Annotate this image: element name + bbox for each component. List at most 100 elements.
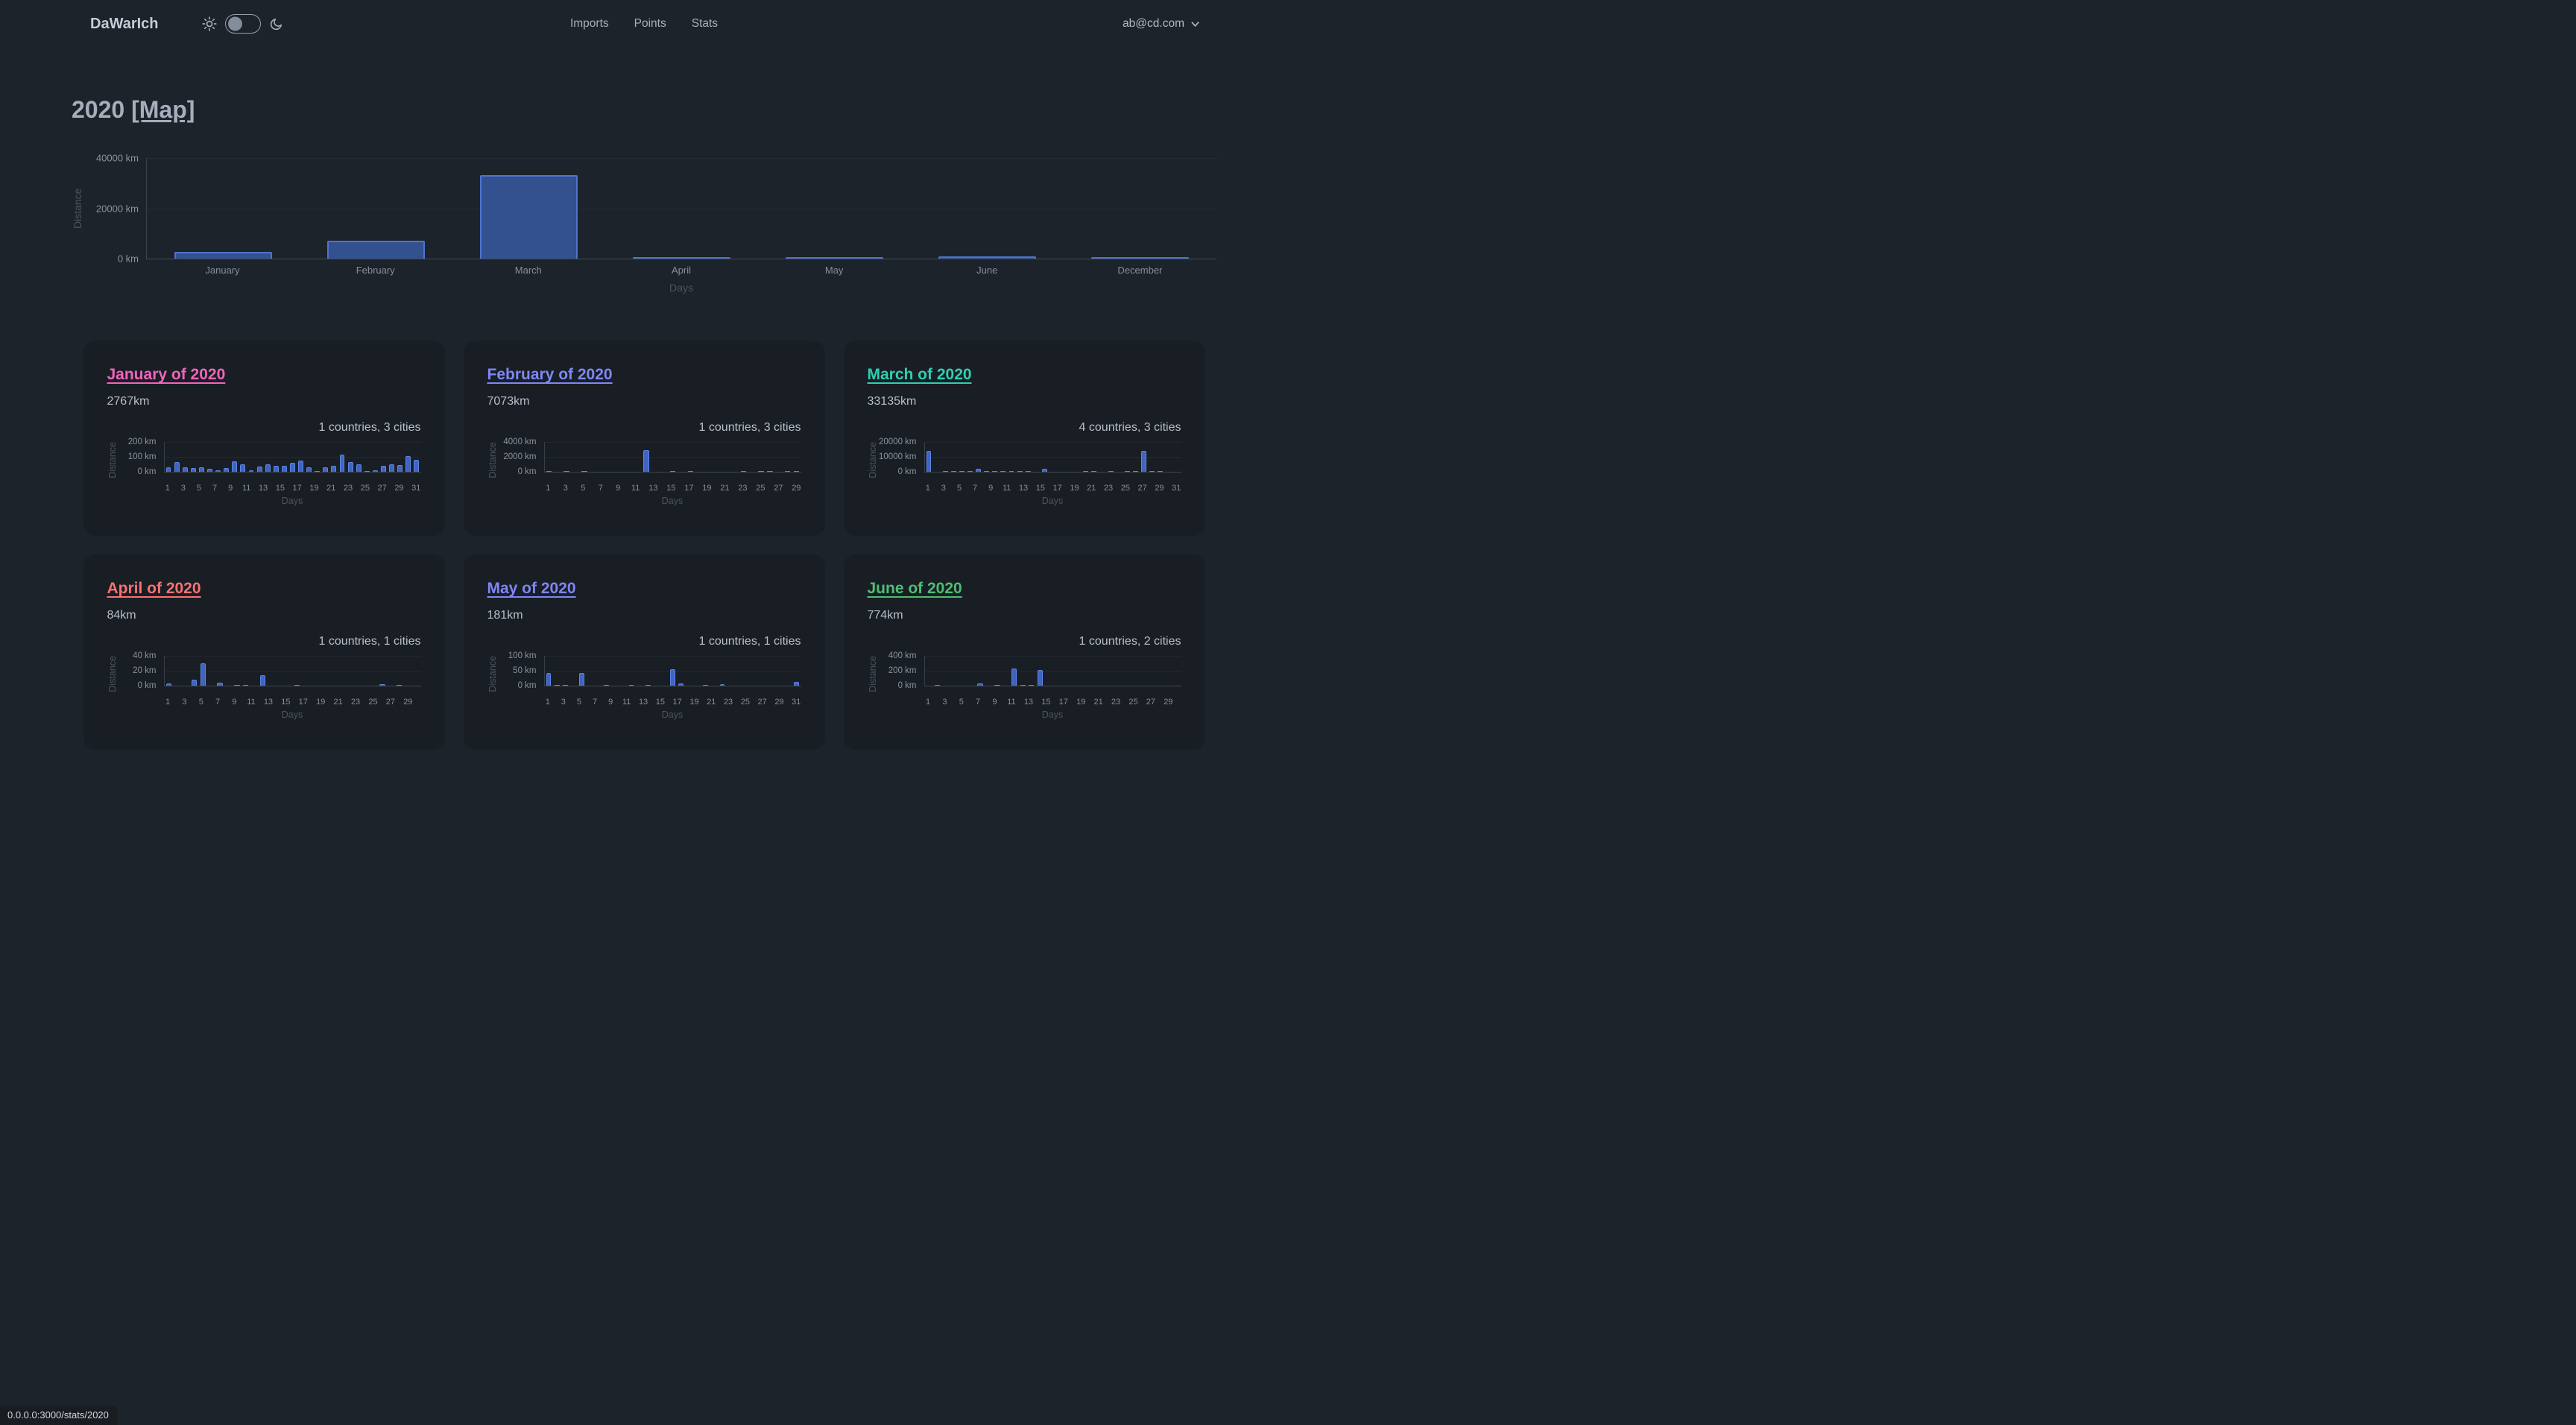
x-axis-title: Days: [661, 495, 684, 506]
bar: [339, 455, 345, 472]
bar: [405, 456, 411, 472]
x-axis-title: Days: [661, 709, 684, 720]
month-distance: 33135km: [867, 395, 917, 408]
bar: [331, 466, 337, 472]
y-axis-ticks: 0 km 100 km 200 km: [127, 437, 157, 476]
plot-area: [924, 656, 1181, 686]
bar: [397, 685, 402, 686]
bar: [165, 683, 171, 686]
map-link[interactable]: [Map]: [131, 96, 195, 123]
month-link-april[interactable]: April of 2020: [107, 580, 201, 597]
y-axis-title: Distance: [107, 442, 118, 478]
bar: [290, 463, 295, 472]
month-summary: 1 countries, 3 cities: [318, 421, 421, 434]
bar: [1020, 685, 1026, 686]
card-march: March of 2020 33135km 4 countries, 3 cit…: [843, 341, 1205, 536]
bar: [938, 256, 1037, 259]
y-axis-ticks: 0 km 10000 km 20000 km: [878, 437, 917, 476]
top-navbar: DaWarIch Imports Points: [0, 0, 1288, 48]
browser-link-preview: 0.0.0.0:3000/stats/2020: [0, 1406, 118, 1425]
bar: [632, 257, 731, 259]
bar: [578, 673, 584, 686]
app-logo[interactable]: DaWarIch: [90, 15, 159, 32]
month-link-february[interactable]: February of 2020: [487, 366, 613, 383]
y-axis-title: Distance: [72, 188, 83, 230]
bar: [273, 465, 279, 472]
y-axis-title: Distance: [487, 442, 498, 478]
month-summary: 1 countries, 2 cities: [1079, 635, 1181, 648]
user-menu[interactable]: ab@cd.com: [1123, 17, 1200, 31]
month-cards-grid: January of 2020 2767km 1 countries, 3 ci…: [83, 341, 1205, 750]
month-distance: 7073km: [487, 395, 530, 408]
y-axis-title: Distance: [107, 656, 118, 692]
y-axis-title: Distance: [487, 656, 498, 692]
month-link-june[interactable]: June of 2020: [867, 580, 962, 597]
x-axis-labels: 1 3 5 7 9 11 13 15 17 19 21 23 25 27 29: [926, 697, 1173, 707]
bar: [256, 467, 262, 472]
bar: [546, 673, 552, 686]
bar: [784, 471, 791, 472]
bar: [217, 683, 223, 686]
y-axis-ticks: 0 km 50 km 100 km: [508, 651, 537, 690]
bar: [1090, 257, 1190, 259]
bar: [1158, 471, 1164, 472]
bar: [397, 465, 403, 472]
nav-item-imports[interactable]: Imports: [569, 17, 609, 30]
x-axis-title: Days: [281, 495, 303, 506]
bar: [242, 685, 248, 686]
bar: [546, 471, 552, 472]
bar: [628, 685, 634, 686]
bar: [265, 464, 271, 472]
month-link-march[interactable]: March of 2020: [867, 366, 972, 383]
bar: [190, 468, 196, 472]
x-axis-labels: 1 3 5 7 9 11 13 15 17 19 21 23 25 27 29 31: [925, 483, 1181, 493]
april-daily-chart: Distance 0 km 20 km 40 km 1 3 5 7 9 11 13 15 17 19 21 2…: [107, 651, 421, 720]
bar: [926, 451, 932, 472]
bar: [200, 663, 206, 686]
plot-area: [543, 442, 801, 473]
bar: [643, 450, 649, 472]
month-link-january[interactable]: January of 2020: [107, 366, 226, 383]
bar: [379, 684, 385, 686]
may-daily-chart: Distance 0 km 50 km 100 km 1 3 5 7 9 11 13 15 17 19 21…: [487, 651, 801, 720]
bar: [1011, 668, 1017, 686]
bar: [281, 466, 287, 472]
february-daily-chart: Distance 0 km 2000 km 4000 km 1 3 5 7 9 11 13 15 17 1…: [487, 437, 801, 506]
nav-item-points[interactable]: Points: [634, 17, 666, 30]
bar: [564, 471, 569, 472]
bar: [326, 241, 426, 259]
month-link-may[interactable]: May of 2020: [487, 580, 576, 597]
bar: [984, 471, 990, 472]
bar: [1000, 471, 1006, 472]
bar: [248, 470, 254, 472]
plot-area: [543, 656, 801, 686]
bar: [1037, 669, 1043, 686]
bar: [994, 684, 1000, 686]
x-axis-title: Days: [669, 282, 693, 294]
bar: [1008, 471, 1014, 472]
bar: [174, 251, 273, 259]
nav-item-stats[interactable]: Stats: [691, 17, 719, 30]
bar: [1091, 471, 1097, 472]
month-summary: 4 countries, 3 cities: [1079, 421, 1181, 434]
bar: [794, 681, 800, 686]
bar: [992, 471, 998, 472]
bar: [977, 683, 983, 686]
plot-area: [146, 158, 1216, 259]
month-summary: 1 countries, 1 cities: [698, 635, 801, 648]
bar: [942, 471, 948, 472]
card-february: February of 2020 7073km 1 countries, 3 c…: [463, 341, 825, 536]
bar: [234, 685, 240, 686]
plot-area: [163, 656, 421, 686]
card-may: May of 2020 181km 1 countries, 1 cities …: [463, 554, 825, 750]
bar: [372, 470, 378, 472]
y-axis-ticks: 0 km 2000 km 4000 km: [503, 437, 537, 476]
theme-switch[interactable]: [224, 14, 261, 34]
main-nav: Imports Points Stats: [570, 17, 718, 31]
bar: [669, 471, 676, 472]
y-axis-ticks: 0 km 20000 km 40000 km: [95, 152, 139, 265]
month-distance: 181km: [487, 609, 523, 622]
page-title: 2020 [Map]: [72, 95, 1216, 124]
bar: [224, 468, 230, 472]
month-summary: 1 countries, 3 cities: [698, 421, 801, 434]
